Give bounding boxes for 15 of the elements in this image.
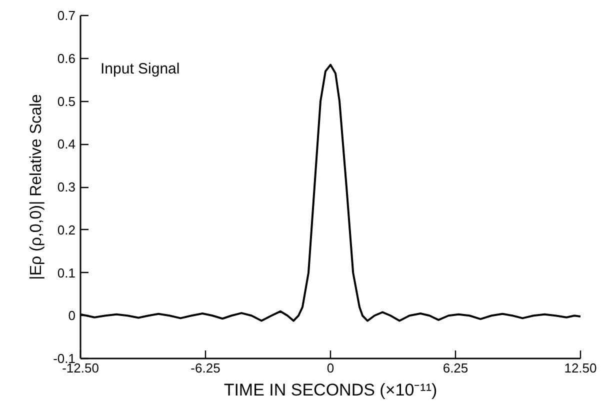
x-axis-title: TIME IN SECONDS (×10⁻¹¹) [224, 380, 438, 400]
annotation: Input Signal [100, 60, 180, 78]
y-tick-label: 0.2 [57, 222, 76, 238]
y-tick-label: 0.4 [57, 136, 76, 152]
x-tick-label: -6.25 [190, 360, 220, 376]
y-tick-label: 0 [68, 308, 76, 324]
y-tick-label: 0.7 [57, 8, 76, 23]
y-axis-title: |Eρ (ρ,0,0)| Relative Scale [28, 94, 46, 280]
x-tick-label: 0 [326, 360, 334, 376]
x-tick-label: 6.25 [442, 360, 468, 376]
y-tick-label: 0.3 [57, 180, 76, 194]
y-tick-label: 0.5 [57, 94, 76, 109]
y-tick-label: 0.1 [57, 265, 76, 280]
y-tick-label: 0.6 [57, 50, 76, 66]
x-tick-label: 12.50 [564, 360, 597, 376]
